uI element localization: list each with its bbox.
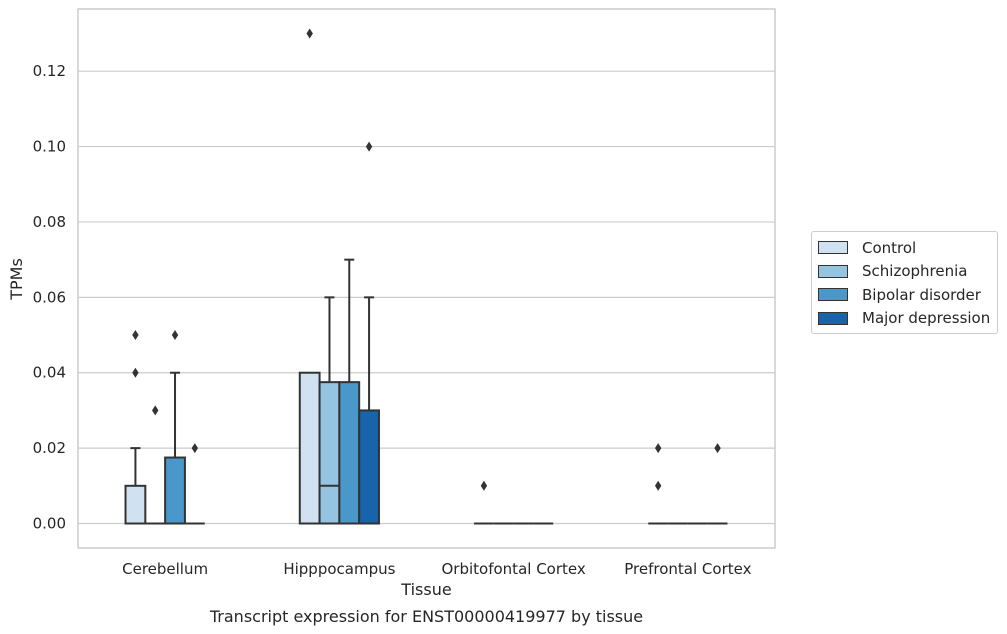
- legend-swatch: [818, 288, 848, 302]
- outlier-point: [152, 405, 159, 416]
- legend-item: Schizophrenia: [812, 260, 997, 284]
- legend-label: Major depression: [862, 309, 991, 328]
- x-tick-label: Cerebellum: [122, 560, 208, 578]
- y-tick-label: 0.00: [33, 515, 66, 533]
- box: [164, 456, 186, 525]
- outlier-point: [171, 330, 179, 341]
- outlier-point: [132, 330, 139, 341]
- box: [298, 371, 321, 525]
- outlier-point: [654, 480, 662, 491]
- box: [358, 409, 380, 525]
- outlier-point: [714, 443, 721, 454]
- legend-item: Bipolar disorder: [812, 283, 997, 307]
- legend-label: Schizophrenia: [862, 262, 968, 281]
- y-tick-label: 0.12: [33, 62, 66, 80]
- y-tick-label: 0.02: [33, 439, 66, 457]
- y-tick-label: 0.10: [33, 138, 66, 156]
- box: [318, 381, 341, 525]
- outlier-point: [306, 28, 313, 39]
- outlier-point: [132, 367, 139, 378]
- y-axis-ticks: 0.00 0.02 0.04 0.06 0.08 0.10 0.12: [33, 62, 66, 532]
- outlier-point: [480, 480, 488, 491]
- y-axis-label: TPMs: [7, 258, 26, 301]
- x-tick-label: Orbitofontal Cortex: [442, 560, 586, 578]
- legend: Control Schizophrenia Bipolar disorder Majo…: [811, 231, 998, 334]
- y-tick-label: 0.04: [33, 364, 66, 382]
- legend-label: Bipolar disorder: [862, 285, 981, 304]
- series-major-depression: [184, 141, 728, 525]
- legend-swatch: [818, 264, 848, 278]
- series-control: [124, 28, 669, 525]
- box: [124, 484, 147, 525]
- x-axis-ticks: Cerebellum Hipppocampus Orbitofontal Corte…: [122, 560, 751, 578]
- legend-label: Control: [862, 238, 917, 257]
- outlier-point: [654, 443, 662, 454]
- legend-item: Major depression: [812, 307, 997, 331]
- grid-lines: [78, 70, 775, 525]
- outlier-point: [365, 141, 373, 152]
- series-schizophrenia: [145, 296, 688, 525]
- box-series: [124, 28, 728, 525]
- legend-swatch: [818, 241, 848, 255]
- x-tick-label: Prefrontal Cortex: [624, 560, 751, 578]
- series-bipolar-disorder: [164, 258, 708, 525]
- legend-swatch: [818, 311, 848, 325]
- y-tick-label: 0.06: [33, 288, 66, 306]
- legend-item: Control: [812, 236, 997, 260]
- box: [338, 381, 361, 525]
- x-axis-label: Tissue: [400, 580, 451, 599]
- outlier-point: [191, 443, 199, 454]
- x-tick-label: Hipppocampus: [283, 560, 395, 578]
- chart-caption: Transcript expression for ENST0000041997…: [209, 607, 643, 626]
- y-tick-label: 0.08: [33, 213, 66, 231]
- plot-area-frame: [77, 8, 776, 549]
